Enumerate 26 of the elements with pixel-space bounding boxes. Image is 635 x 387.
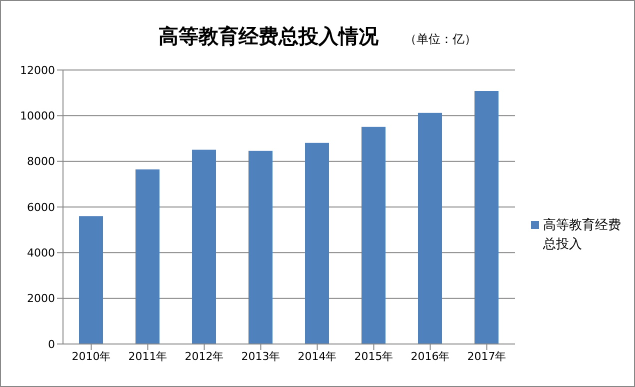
chart-subtitle: （单位：亿） bbox=[404, 32, 476, 46]
y-tick-label: 0 bbox=[48, 338, 55, 351]
y-tick-label: 10000 bbox=[20, 110, 55, 123]
chart-title: 高等教育经费总投入情况 bbox=[158, 24, 378, 48]
bar bbox=[418, 112, 442, 344]
x-tick-label: 2015年 bbox=[354, 350, 394, 363]
x-tick-label: 2012年 bbox=[184, 350, 224, 363]
y-tick-label: 2000 bbox=[27, 292, 55, 306]
y-tick-label: 8000 bbox=[27, 155, 55, 168]
legend-label: 高等教育经费总投入 bbox=[543, 216, 621, 254]
y-tick-label: 4000 bbox=[27, 246, 55, 260]
x-tick-label: 2017年 bbox=[467, 350, 506, 363]
bar bbox=[192, 150, 216, 344]
bar bbox=[79, 216, 103, 344]
x-tick-label: 2011年 bbox=[128, 350, 168, 363]
bar bbox=[362, 126, 386, 344]
bar bbox=[474, 91, 498, 344]
bar bbox=[305, 142, 329, 344]
y-tick-label: 12000 bbox=[20, 64, 55, 77]
x-tick-label: 2016年 bbox=[410, 350, 450, 363]
x-tick-label: 2010年 bbox=[72, 350, 111, 363]
x-tick-label: 2013年 bbox=[241, 350, 280, 363]
bar bbox=[248, 150, 272, 344]
y-tick-label: 6000 bbox=[27, 200, 55, 214]
bar bbox=[136, 169, 160, 344]
x-tick-label: 2014年 bbox=[298, 350, 337, 363]
